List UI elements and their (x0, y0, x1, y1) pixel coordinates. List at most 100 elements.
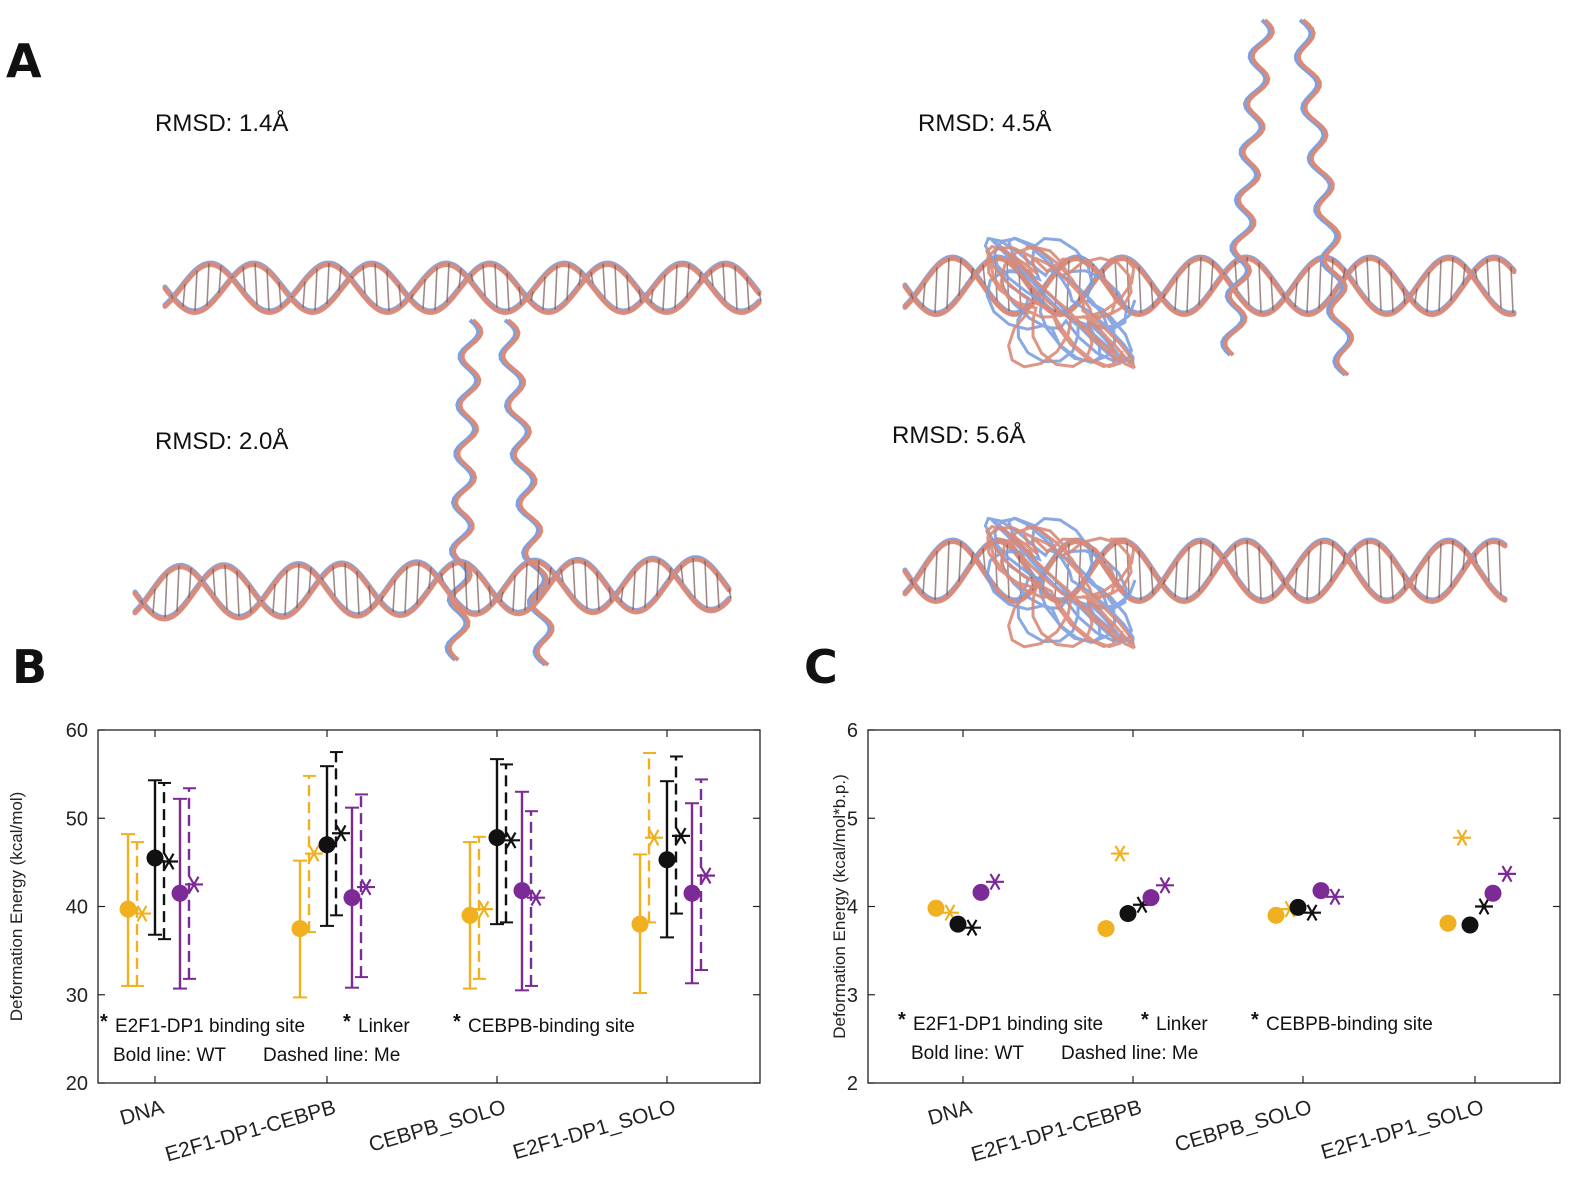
base-pair (176, 565, 180, 612)
wt-point (1439, 914, 1457, 932)
base-pair (380, 595, 384, 602)
base-pair (524, 563, 528, 611)
base-pair (566, 263, 570, 301)
legend-wt-note: Bold line: WT (113, 1045, 226, 1066)
base-pair (1378, 259, 1382, 311)
x-tick-label: E2F1-DP1-CEBPB (163, 1096, 339, 1167)
base-pair (722, 263, 726, 301)
base-pair (1462, 264, 1466, 286)
base-pair (314, 268, 318, 311)
base-pair (368, 585, 372, 610)
protein-domain (985, 524, 1136, 650)
base-pair (284, 569, 288, 616)
wt-point (171, 884, 189, 902)
base-pair (1210, 260, 1214, 291)
base-pair (254, 263, 258, 305)
dna-structure-1 (162, 260, 762, 316)
base-pair (1198, 540, 1202, 592)
me-point (475, 900, 493, 918)
base-pair (554, 265, 558, 310)
wt-point (513, 882, 531, 900)
base-pair (578, 269, 582, 286)
base-pair (140, 599, 144, 606)
asterisk-stroke (700, 867, 712, 884)
base-pair (230, 275, 234, 279)
base-pair (320, 576, 324, 581)
base-pair (638, 289, 642, 304)
base-pair (374, 263, 378, 307)
me-point (185, 876, 203, 893)
series-1 (146, 751, 690, 941)
base-pair (1054, 556, 1058, 600)
wt-point (1119, 905, 1137, 923)
base-pair (518, 286, 522, 305)
asterisk-stroke (966, 919, 978, 937)
base-pair (1222, 272, 1226, 275)
base-pair (536, 560, 540, 601)
series-2 (171, 778, 715, 992)
protein-domain (983, 236, 1137, 365)
y-tick-label: 60 (66, 720, 88, 742)
base-pair (1474, 552, 1478, 564)
protein-helix (1223, 18, 1275, 357)
y-axis-label: Deformation Energy (kcal/mol*b.p.) (830, 774, 849, 1039)
protein-helix (447, 318, 484, 662)
base-pair (308, 567, 312, 594)
base-pair (242, 266, 246, 292)
base-pair (1138, 550, 1142, 601)
base-pair (910, 578, 914, 586)
wt-point (683, 884, 701, 902)
wt-point (146, 849, 164, 867)
legend-me-note: Dashed line: Me (263, 1045, 400, 1066)
base-pair (1474, 268, 1478, 279)
base-pair (1414, 288, 1418, 304)
asterisk-stroke (1306, 904, 1318, 922)
series-0 (119, 751, 663, 999)
base-pair (1102, 268, 1106, 279)
base-pair (698, 271, 702, 284)
base-pair (946, 541, 950, 596)
me-point (986, 873, 1004, 891)
base-pair (656, 558, 660, 597)
protein-coil-3b (1293, 18, 1355, 377)
base-pair (1198, 257, 1202, 306)
y-tick-label: 2 (847, 1073, 858, 1095)
base-pair (356, 570, 360, 615)
base-pair (1414, 573, 1418, 590)
base-pair (584, 561, 588, 609)
base-pair (452, 562, 456, 597)
asterisk-stroke (136, 905, 148, 922)
plot-frame (867, 729, 1561, 1084)
wt-point (1461, 916, 1479, 934)
me-point (305, 845, 323, 862)
base-pair (1402, 572, 1406, 591)
me-point (672, 827, 690, 845)
legend: * E2F1-DP1 binding site * Linker * CEBPB-bind… (100, 1011, 635, 1066)
me-point (1453, 829, 1471, 847)
legend-item: CEBPB-binding site (468, 1016, 635, 1037)
base-pair (958, 541, 962, 582)
me-point (645, 829, 663, 847)
base-pair (542, 276, 546, 311)
legend-marker: * (453, 1011, 461, 1033)
base-pair (1258, 262, 1262, 313)
base-pair (572, 560, 576, 598)
base-pair (1210, 544, 1214, 577)
wt-point (1484, 884, 1502, 902)
asterisk-stroke (944, 904, 956, 922)
base-pair (1330, 541, 1334, 582)
x-tick-label: E2F1-DP1_SOLO (1318, 1096, 1486, 1164)
base-pair (1078, 540, 1082, 588)
base-pair (1126, 257, 1130, 309)
base-pair (680, 565, 684, 583)
protein-domain (983, 516, 1137, 645)
x-tick-label: DNA (117, 1096, 166, 1130)
wt-point (972, 883, 990, 901)
me-point (1475, 898, 1493, 915)
base-pair (470, 273, 474, 282)
base-pair (1426, 556, 1430, 600)
y-tick-label: 5 (847, 808, 858, 830)
asterisk-stroke (1114, 845, 1126, 862)
base-pair (1138, 266, 1142, 314)
legend-marker: * (1251, 1009, 1259, 1031)
